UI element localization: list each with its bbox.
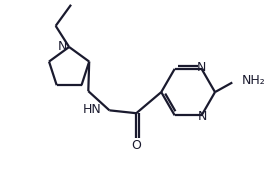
Text: HN: HN xyxy=(83,103,102,116)
Text: N: N xyxy=(198,110,207,123)
Text: N: N xyxy=(197,61,206,74)
Text: O: O xyxy=(131,139,141,152)
Text: N: N xyxy=(58,40,67,53)
Text: NH₂: NH₂ xyxy=(242,74,266,87)
